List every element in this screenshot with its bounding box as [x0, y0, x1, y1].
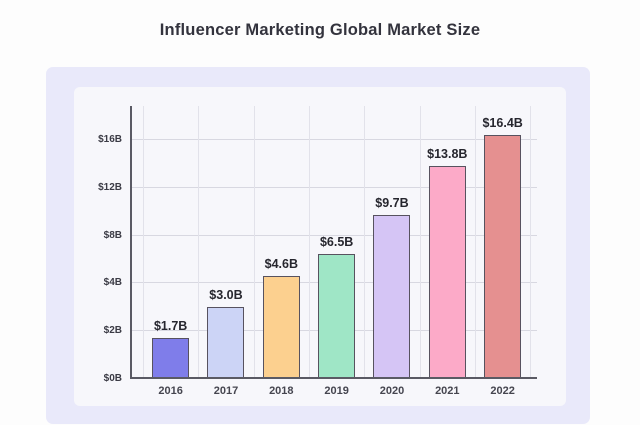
bar-value-label-2020: $9.7B — [375, 196, 409, 211]
gridline-v — [308, 106, 310, 379]
x-tick-label-2021: 2021 — [435, 385, 460, 397]
bar-value-label-2019: $6.5B — [319, 234, 354, 249]
gridline-v — [143, 106, 144, 379]
y-tick-label: $8B — [103, 229, 122, 241]
bar-2017 — [207, 307, 245, 379]
bar-2016 — [152, 338, 190, 379]
bar-value-label-2022: $16.4B — [482, 116, 523, 131]
gridline-v — [419, 106, 421, 379]
gridline-h-16b — [130, 139, 537, 140]
y-tick-label: $12B — [98, 181, 122, 193]
x-tick-label-2016: 2016 — [158, 385, 183, 397]
x-tick-label-2017: 2017 — [213, 385, 239, 397]
bar-2022 — [484, 135, 522, 379]
x-tick-label-2022: 2022 — [490, 385, 515, 397]
y-tick-label: $2B — [103, 325, 122, 337]
y-tick-label: $4B — [103, 277, 122, 289]
bar-chart-plot: $1.7B $3.0B $4.6B $6.5B $9.7B $13.8B $16.4B — [130, 106, 537, 379]
gridline-v — [198, 106, 200, 379]
y-tick-label: $0B — [103, 373, 122, 384]
bar-value-label-2021: $13.8B — [427, 147, 468, 162]
gridline-v — [364, 106, 366, 379]
x-axis-line — [130, 377, 537, 379]
x-tick-label-2019: 2019 — [324, 385, 349, 397]
x-tick-label-2018: 2018 — [269, 385, 294, 397]
gridline-v — [253, 106, 255, 379]
bar-2019 — [318, 253, 356, 379]
y-axis-line — [130, 106, 132, 379]
bar-value-label-2018: $4.6B — [264, 257, 298, 272]
bar-value-label-2016: $1.7B — [153, 319, 188, 334]
gridline-v — [474, 106, 476, 379]
bar-2018 — [262, 276, 300, 379]
gridline-h-12b — [130, 186, 537, 188]
gridline-v — [530, 106, 532, 379]
chart-panel: $1.7B $3.0B $4.6B $6.5B $9.7B $13.8B $16.4B $0… — [46, 67, 590, 424]
x-tick-label-2020: 2020 — [379, 385, 405, 397]
gridline-h-8b — [130, 234, 537, 236]
chart-title: Influencer Marketing Global Market Size — [159, 21, 481, 39]
chart-card: $1.7B $3.0B $4.6B $6.5B $9.7B $13.8B $16.4B $0… — [74, 87, 566, 406]
bar-value-label-2017: $3.0B — [209, 288, 243, 303]
bar-2021 — [428, 166, 466, 379]
bar-2020 — [373, 215, 411, 379]
y-tick-label: $16B — [98, 134, 122, 145]
